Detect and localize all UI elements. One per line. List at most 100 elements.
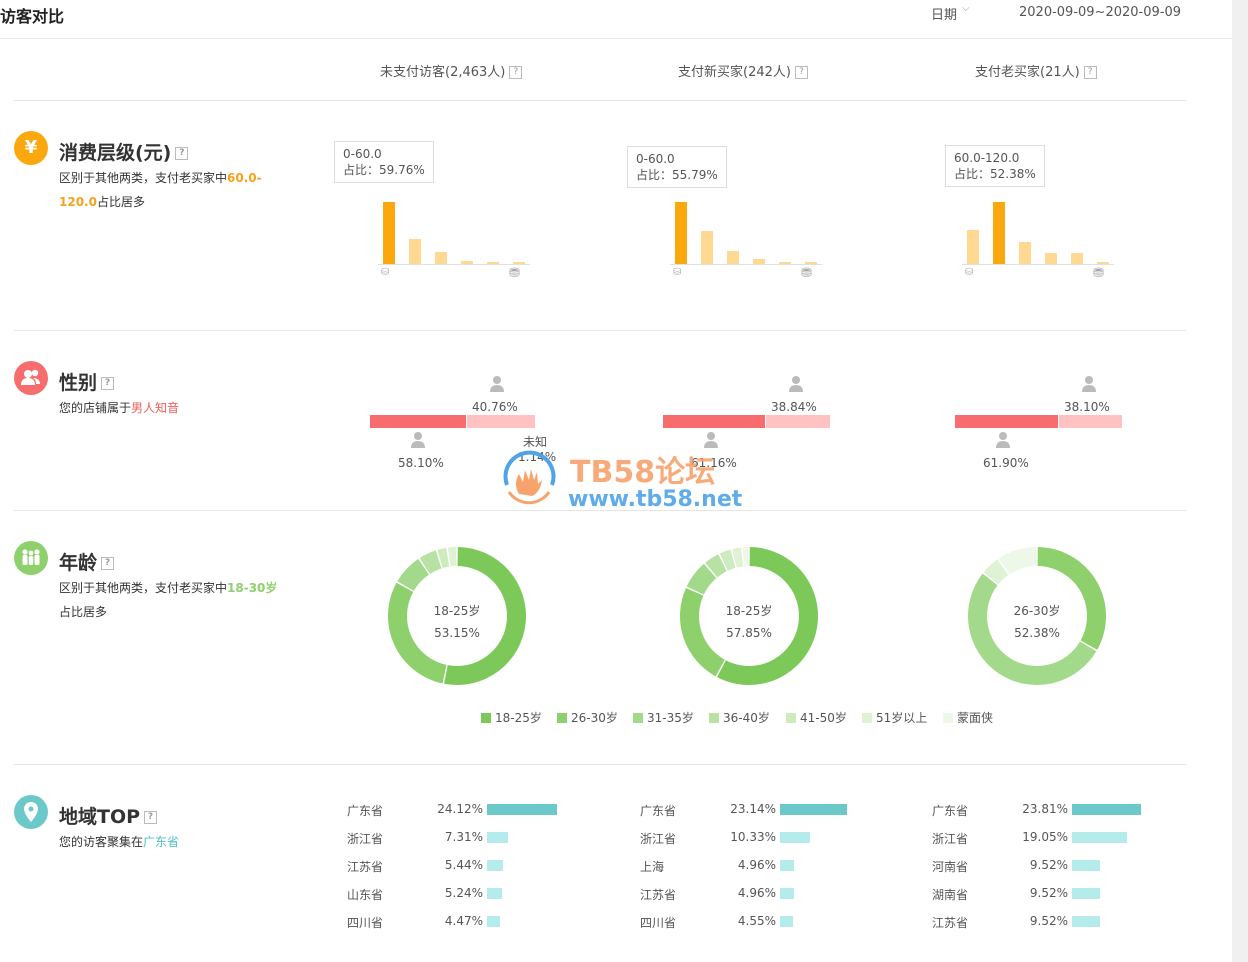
bar[interactable] bbox=[383, 202, 395, 264]
bar[interactable] bbox=[701, 231, 713, 264]
region-percent: 5.24% bbox=[444, 886, 483, 900]
region-bar[interactable] bbox=[487, 804, 557, 815]
region-bar[interactable] bbox=[487, 916, 500, 927]
region-bar[interactable] bbox=[1072, 832, 1127, 843]
top-bar bbox=[0, 0, 1232, 39]
region-name: 广东省 bbox=[932, 804, 969, 818]
donut-slice[interactable] bbox=[998, 547, 1037, 575]
bar[interactable] bbox=[675, 202, 687, 264]
male-bar[interactable] bbox=[955, 415, 1058, 428]
bar[interactable] bbox=[805, 262, 817, 264]
legend-label: 26-30岁 bbox=[571, 711, 618, 725]
coin-stack-icon: ⛃ bbox=[509, 266, 520, 281]
region-bar[interactable] bbox=[780, 804, 847, 815]
donut-center-label: 18-25岁 bbox=[433, 604, 481, 618]
bar[interactable] bbox=[967, 230, 979, 264]
female-icon bbox=[489, 375, 505, 397]
legend-item[interactable]: 蒙面侠 bbox=[943, 709, 993, 726]
region-bar[interactable] bbox=[487, 860, 503, 871]
region-percent: 9.52% bbox=[1029, 858, 1068, 872]
bar[interactable] bbox=[461, 261, 473, 264]
column-header-new-buyers: 支付新买家(242人)? bbox=[678, 61, 808, 80]
donut-slice[interactable] bbox=[397, 558, 429, 591]
scrollbar[interactable] bbox=[1232, 0, 1248, 962]
bar[interactable] bbox=[727, 251, 739, 264]
region-bar[interactable] bbox=[487, 888, 502, 899]
bar[interactable] bbox=[435, 252, 447, 264]
donut-slice[interactable] bbox=[680, 587, 725, 677]
donut-slice[interactable] bbox=[686, 563, 717, 595]
bar[interactable] bbox=[487, 262, 499, 264]
region-bar[interactable] bbox=[1072, 804, 1141, 815]
donut-slice[interactable] bbox=[968, 573, 1097, 685]
legend-item[interactable]: 41-50岁 bbox=[786, 709, 847, 726]
donut-slice[interactable] bbox=[447, 547, 457, 567]
region-bar[interactable] bbox=[1072, 860, 1100, 871]
donut-slice[interactable] bbox=[705, 554, 727, 578]
bar[interactable] bbox=[779, 262, 791, 264]
donut-slice[interactable] bbox=[1037, 547, 1106, 650]
region-bar[interactable] bbox=[487, 832, 508, 843]
region-bar[interactable] bbox=[1072, 916, 1100, 927]
divider bbox=[14, 330, 1186, 331]
divider bbox=[14, 764, 1186, 765]
region-bar[interactable] bbox=[780, 832, 810, 843]
region-name: 江苏省 bbox=[347, 860, 384, 874]
donut-slice[interactable] bbox=[437, 547, 450, 569]
bar[interactable] bbox=[1097, 262, 1109, 264]
region-bar[interactable] bbox=[780, 860, 794, 871]
bar[interactable] bbox=[1071, 253, 1083, 264]
donut-slice[interactable] bbox=[444, 547, 526, 685]
region-bar[interactable] bbox=[1072, 888, 1100, 899]
bar[interactable] bbox=[513, 262, 525, 264]
donut-slice[interactable] bbox=[983, 559, 1009, 585]
help-icon[interactable]: ? bbox=[1083, 66, 1097, 79]
bar[interactable] bbox=[1019, 242, 1031, 264]
donut-slice[interactable] bbox=[388, 582, 447, 684]
legend-item[interactable]: 26-30岁 bbox=[557, 709, 618, 726]
help-icon[interactable]: ? bbox=[175, 147, 189, 160]
tooltip-ratio: 占比：55.79% bbox=[636, 168, 718, 182]
male-bar[interactable] bbox=[370, 415, 466, 428]
region-name: 广东省 bbox=[640, 804, 677, 818]
legend-item[interactable]: 36-40岁 bbox=[709, 709, 770, 726]
region-name: 浙江省 bbox=[347, 832, 384, 846]
help-icon[interactable]: ? bbox=[509, 66, 523, 79]
bar[interactable] bbox=[409, 239, 421, 264]
region-percent: 7.31% bbox=[444, 830, 483, 844]
watermark-url: www.tb58.net bbox=[568, 487, 743, 512]
coin-small-icon: ⛁ bbox=[673, 267, 682, 278]
legend-label: 51岁以上 bbox=[876, 711, 928, 725]
help-icon[interactable]: ? bbox=[101, 557, 115, 570]
male-bar[interactable] bbox=[663, 415, 765, 428]
bar[interactable] bbox=[993, 202, 1005, 264]
region-name: 四川省 bbox=[640, 916, 677, 930]
donut-slice[interactable] bbox=[419, 550, 442, 574]
help-icon[interactable]: ? bbox=[101, 377, 115, 390]
help-icon[interactable]: ? bbox=[794, 66, 808, 79]
legend-label: 18-25岁 bbox=[495, 711, 542, 725]
chevron-down-icon[interactable]: ⌵ bbox=[962, 3, 970, 14]
legend-item[interactable]: 51岁以上 bbox=[862, 709, 927, 726]
region-percent: 5.44% bbox=[444, 858, 483, 872]
female-bar[interactable] bbox=[766, 415, 830, 428]
unknown-label: 未知 bbox=[523, 435, 548, 449]
help-icon[interactable]: ? bbox=[144, 811, 158, 824]
bar[interactable] bbox=[1045, 253, 1057, 264]
legend-label: 31-35岁 bbox=[647, 711, 694, 725]
donut-slice[interactable] bbox=[719, 549, 736, 571]
legend-item[interactable]: 18-25岁 bbox=[481, 709, 542, 726]
coin-stack-icon: ⛃ bbox=[1093, 266, 1104, 281]
female-bar[interactable] bbox=[1059, 415, 1122, 428]
date-range[interactable]: 2020-09-09~2020-09-09 bbox=[1019, 5, 1181, 20]
region-bar[interactable] bbox=[780, 888, 794, 899]
donut-slice[interactable] bbox=[732, 547, 744, 568]
region-bar[interactable] bbox=[780, 916, 793, 927]
date-dropdown[interactable]: 日期 bbox=[931, 8, 958, 23]
section-desc-consumption: 区别于其他两类，支付老买家中60.0-120.0占比居多 bbox=[59, 171, 262, 209]
legend-item[interactable]: 31-35岁 bbox=[633, 709, 694, 726]
donut-slice[interactable] bbox=[742, 547, 749, 567]
female-bar[interactable] bbox=[467, 415, 535, 428]
bar[interactable] bbox=[753, 259, 765, 264]
donut-slice[interactable] bbox=[717, 547, 818, 685]
